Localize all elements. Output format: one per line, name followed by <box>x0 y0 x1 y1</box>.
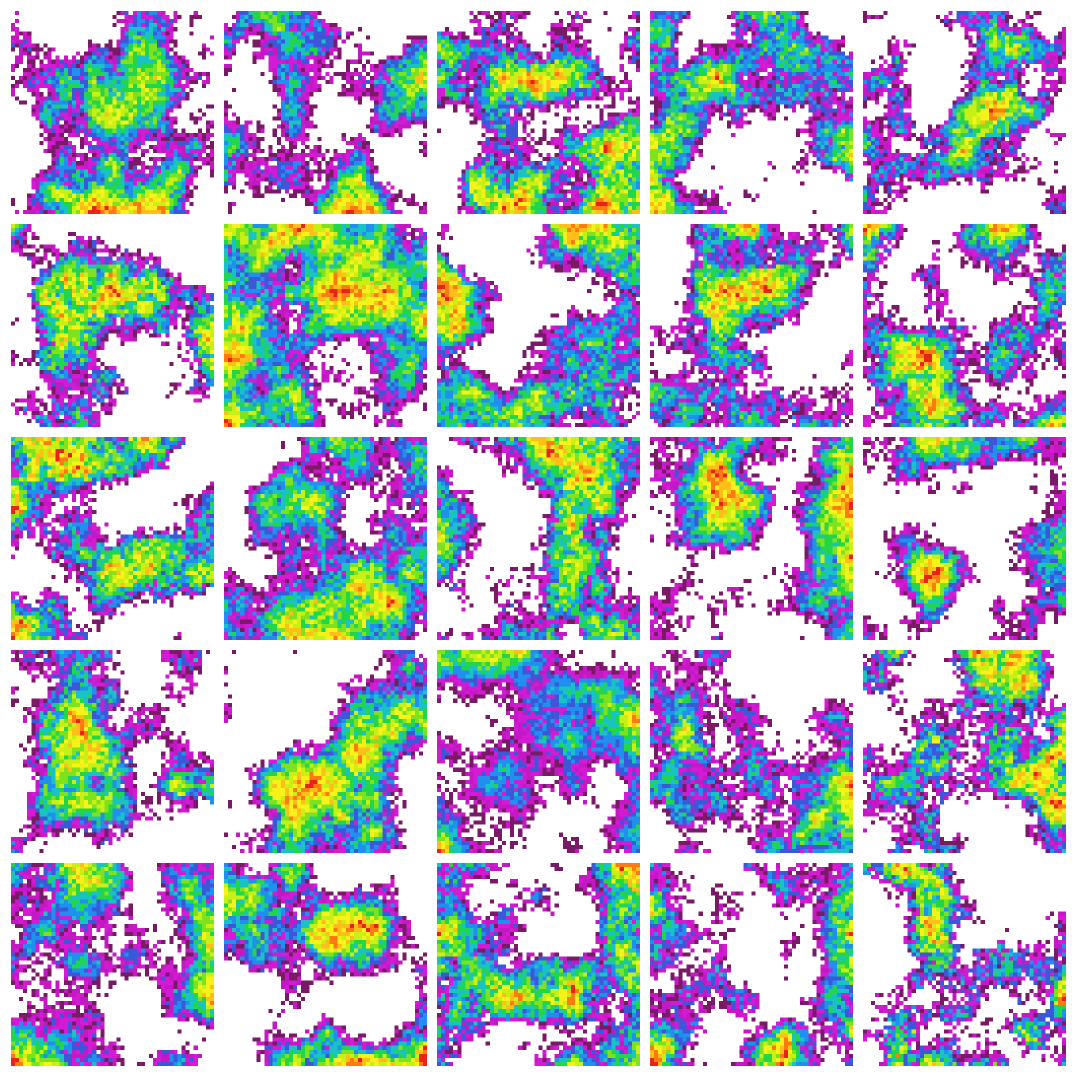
heatmap-canvas <box>224 650 427 853</box>
heatmap-canvas <box>11 650 214 853</box>
heatmap-canvas <box>437 437 640 640</box>
heatmap-canvas <box>863 863 1066 1066</box>
heatmap-tile-r1c2 <box>224 11 427 214</box>
heatmap-canvas <box>224 863 427 1066</box>
heatmap-canvas <box>437 650 640 853</box>
heatmap-tile-r4c5 <box>863 650 1066 853</box>
heatmap-tile-r5c4 <box>650 863 853 1066</box>
heatmap-tile-r2c4 <box>650 224 853 427</box>
heatmap-canvas <box>437 224 640 427</box>
heatmap-tile-r2c1 <box>11 224 214 427</box>
heatmap-canvas <box>863 650 1066 853</box>
heatmap-canvas <box>437 11 640 214</box>
heatmap-tile-r2c2 <box>224 224 427 427</box>
heatmap-tile-r1c1 <box>11 11 214 214</box>
heatmap-tile-r4c1 <box>11 650 214 853</box>
heatmap-canvas <box>863 224 1066 427</box>
heatmap-canvas <box>650 437 853 640</box>
heatmap-tile-r3c1 <box>11 437 214 640</box>
heatmap-canvas <box>650 863 853 1066</box>
heatmap-canvas <box>224 437 427 640</box>
heatmap-tile-r3c3 <box>437 437 640 640</box>
heatmap-tile-r1c4 <box>650 11 853 214</box>
heatmap-canvas <box>650 650 853 853</box>
heatmap-tile-r5c1 <box>11 863 214 1066</box>
heatmap-tile-r2c5 <box>863 224 1066 427</box>
heatmap-tile-r5c5 <box>863 863 1066 1066</box>
heatmap-tile-r4c3 <box>437 650 640 853</box>
heatmap-tile-r5c2 <box>224 863 427 1066</box>
heatmap-canvas <box>224 224 427 427</box>
heatmap-canvas <box>863 11 1066 214</box>
heatmap-canvas <box>650 11 853 214</box>
heatmap-tile-r4c4 <box>650 650 853 853</box>
heatmap-canvas <box>11 224 214 427</box>
heatmap-tile-r3c4 <box>650 437 853 640</box>
heatmap-canvas <box>224 11 427 214</box>
heatmap-tile-r3c2 <box>224 437 427 640</box>
heatmap-canvas <box>11 863 214 1066</box>
heatmap-tile-r1c3 <box>437 11 640 214</box>
heatmap-canvas <box>863 437 1066 640</box>
heatmap-canvas <box>11 11 214 214</box>
heatmap-canvas <box>437 863 640 1066</box>
heatmap-tile-r5c3 <box>437 863 640 1066</box>
heatmap-tile-r4c2 <box>224 650 427 853</box>
heatmap-tile-r2c3 <box>437 224 640 427</box>
heatmap-tile-r1c5 <box>863 11 1066 214</box>
heatmap-tile-r3c5 <box>863 437 1066 640</box>
heatmap-canvas <box>11 437 214 640</box>
heatmap-canvas <box>650 224 853 427</box>
